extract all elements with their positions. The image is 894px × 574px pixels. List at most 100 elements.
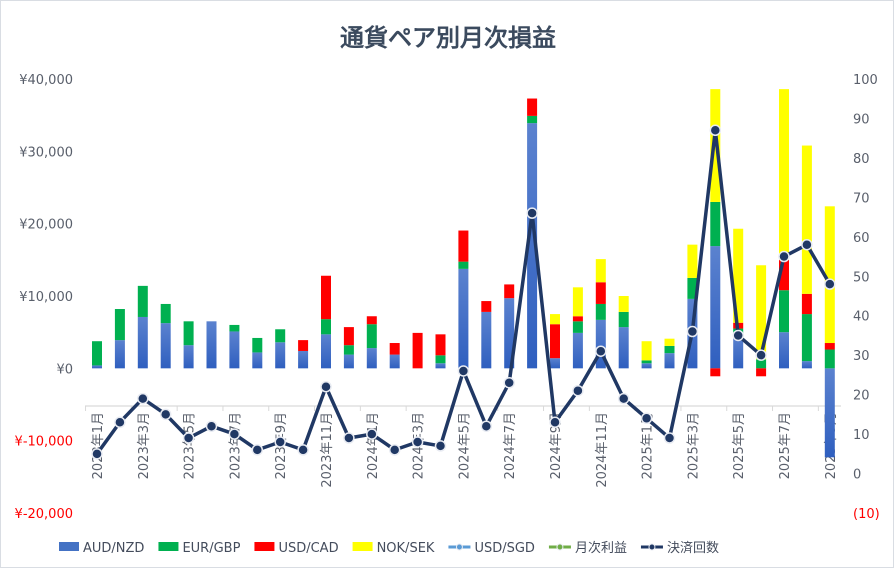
bar-aud-nzd (664, 353, 675, 369)
bar-nok-sek (779, 89, 789, 260)
line-point (228, 428, 241, 440)
x-axis-tick-label: 2024年1月 (366, 412, 381, 479)
bar-aud-nzd (137, 316, 148, 369)
bar-usd-cad (298, 340, 309, 351)
legend-label: 決済回数 (667, 540, 719, 556)
bar-usd-cad (824, 343, 835, 350)
bars (92, 89, 835, 458)
legend-marker (648, 543, 656, 551)
x-axis-tick-label: 2025年3月 (686, 412, 701, 479)
right-axis-tick-label: 0 (853, 468, 861, 483)
right-axis-tick-label: 60 (853, 231, 870, 246)
bar-usd-cad (481, 301, 492, 312)
line-point (182, 432, 195, 444)
bar-usd-cad (779, 259, 789, 291)
line-point (572, 384, 584, 397)
bar-eur-gbp (321, 319, 331, 335)
x-axis-tick-label: 2023年7月 (228, 412, 243, 479)
bar-aud-nzd (641, 363, 652, 369)
bar-eur-gbp (252, 337, 263, 353)
bar-aud-nzd (710, 246, 721, 369)
bar-eur-gbp (435, 355, 446, 364)
bar-usd-cad (710, 368, 721, 377)
bar-eur-gbp (183, 321, 194, 346)
line-point (411, 436, 424, 448)
line-point (343, 432, 355, 444)
bar-aud-nzd (160, 323, 171, 369)
bar-aud-nzd (252, 352, 263, 369)
right-axis-tick-label: 70 (853, 191, 870, 206)
x-axis-tick-label: 2025年7月 (778, 412, 793, 479)
right-axis-tick-label: (10) (853, 507, 880, 522)
x-axis-tick-label: 2025年1月 (641, 412, 656, 479)
line-point (388, 444, 401, 456)
x-axis-tick-label: 2025年5月 (732, 412, 747, 479)
bar-aud-nzd (779, 332, 789, 369)
x-axis: 2023年1月2023年3月2023年5月2023年7月2023年9月2023年… (85, 405, 841, 488)
bar-eur-gbp (343, 345, 354, 355)
legend-marker (556, 543, 564, 551)
bar-nok-sek (550, 314, 560, 325)
legend-marker (455, 543, 463, 551)
bar-aud-nzd (435, 363, 446, 369)
bar-eur-gbp (687, 277, 698, 299)
x-axis-tick-label: 2024年7月 (503, 412, 518, 479)
line-point (320, 380, 332, 393)
legend-label: USD/SGD (474, 541, 535, 556)
bar-aud-nzd (550, 358, 560, 369)
bar-aud-nzd (321, 334, 331, 369)
bar-nok-sek (756, 265, 767, 360)
bar-aud-nzd (366, 348, 377, 369)
chart-title: 通貨ペア別月次損益 (340, 24, 556, 52)
line-point (595, 345, 607, 357)
line-point (686, 325, 699, 338)
bar-aud-nzd (229, 331, 240, 369)
bar-usd-cad (595, 282, 606, 304)
bar-nok-sek (641, 341, 652, 361)
bar-aud-nzd (114, 340, 125, 369)
line-point (801, 238, 813, 251)
right-axis-tick-label: 90 (853, 112, 870, 127)
bar-usd-cad (572, 316, 583, 322)
bar-eur-gbp (824, 349, 835, 369)
bar-usd-cad (412, 332, 423, 369)
line-point (732, 329, 744, 342)
bar-eur-gbp (641, 360, 652, 364)
bar-nok-sek (572, 287, 583, 317)
x-axis-tick-label: 2023年1月 (91, 412, 106, 479)
right-axis-tick-label: 100 (853, 73, 878, 88)
legend-swatch (158, 542, 179, 551)
line-point (617, 392, 630, 405)
left-axis-tick-label: ¥-10,000 (15, 435, 73, 450)
right-axis-tick-label: 40 (853, 310, 870, 325)
bar-eur-gbp (779, 290, 789, 333)
bar-aud-nzd (389, 354, 400, 369)
bar-usd-cad (435, 334, 446, 356)
bar-eur-gbp (664, 345, 675, 354)
left-axis-tick-label: ¥10,000 (19, 290, 73, 305)
line-point (755, 349, 767, 361)
bar-eur-gbp (756, 359, 767, 369)
bar-aud-nzd (206, 321, 217, 369)
right-axis-tick-label: 30 (853, 349, 870, 364)
x-axis-tick-label: 2024年11月 (595, 412, 610, 488)
bar-eur-gbp (801, 314, 812, 362)
line-point (114, 416, 126, 429)
line-point (457, 365, 470, 377)
bar-aud-nzd (298, 350, 309, 369)
bar-aud-nzd (183, 345, 194, 369)
line-point (640, 412, 653, 425)
bar-nok-sek (687, 244, 698, 278)
bar-eur-gbp (458, 261, 469, 269)
bar-aud-nzd (572, 332, 583, 369)
bar-usd-cad (389, 343, 400, 355)
bar-eur-gbp (160, 303, 171, 324)
left-axis-tick-label: ¥0 (56, 362, 73, 377)
line-point (709, 124, 722, 137)
lines (91, 124, 836, 460)
bar-usd-cad (527, 98, 538, 116)
bar-usd-cad (756, 368, 767, 377)
bar-eur-gbp (137, 285, 148, 317)
